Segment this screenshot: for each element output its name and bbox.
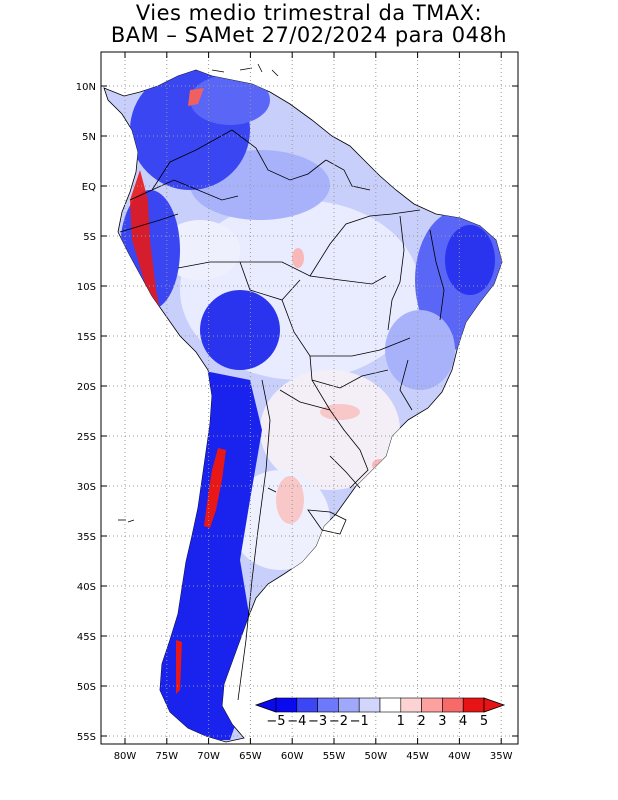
lat-label: 5N xyxy=(82,132,96,143)
map-title-line1: Vies medio trimestral da TMAX: xyxy=(135,1,483,25)
colorbar-label: −2 xyxy=(329,714,348,729)
map-title-line2: BAM – SAMet 27/02/2024 para 048h xyxy=(110,23,508,47)
graticule xyxy=(101,52,518,744)
colorbar-swatch xyxy=(275,697,298,713)
lon-label: 45W xyxy=(406,751,429,762)
lat-label: 20S xyxy=(77,382,96,393)
strong-blue-bolivia xyxy=(200,290,280,370)
country-borders xyxy=(119,129,445,701)
colorbar-label: 1 xyxy=(397,714,405,729)
latitude-axis: 10N 5N EQ 5S 10S 15S 20S 25S 30S 35S 40S 45S 50S 55S xyxy=(76,82,518,743)
lat-label: 25S xyxy=(77,432,96,443)
pink-bias-pampas xyxy=(276,476,304,524)
red-bias-andes-chile xyxy=(204,448,226,528)
lon-label: 40W xyxy=(448,751,471,762)
lat-label: 10S xyxy=(77,282,96,293)
colorbar-swatch xyxy=(379,697,402,713)
colorbar-swatch xyxy=(358,697,381,713)
colorbar-label: −5 xyxy=(266,714,285,729)
colorbar: −5 −4 −3 −2 −1 1 2 3 4 5 xyxy=(254,697,506,729)
lat-label: 30S xyxy=(77,482,96,493)
colorbar-swatch xyxy=(400,697,422,713)
pink-bias-paraguay xyxy=(320,404,360,420)
colorbar-swatch xyxy=(338,697,360,713)
red-bias-northern-andes xyxy=(188,88,204,106)
colorbar-label: 2 xyxy=(417,714,425,729)
longitude-axis: 80W 75W 70W 65W 60W 55W 50W 45W 40W 35W xyxy=(114,52,513,762)
lon-label: 55W xyxy=(323,751,346,762)
colorbar-swatch xyxy=(296,697,318,713)
lat-label: 35S xyxy=(77,532,96,543)
lat-label: 50S xyxy=(77,682,96,693)
red-bias-patagonia xyxy=(176,640,182,694)
lon-label: 35W xyxy=(490,751,513,762)
colorbar-label: 4 xyxy=(459,714,467,729)
strong-blue-andes-chile-patagonia xyxy=(160,370,262,740)
colorbar-label: 5 xyxy=(480,714,488,729)
lat-label: EQ xyxy=(82,182,96,193)
colorbar-label: −1 xyxy=(350,714,369,729)
lon-label: 80W xyxy=(114,751,137,762)
lat-label: 5S xyxy=(83,232,96,243)
colorbar-label: 3 xyxy=(438,714,446,729)
red-bias-andes-peru xyxy=(130,170,162,322)
pale-bias-argentina xyxy=(230,470,330,570)
colorbar-swatch xyxy=(462,697,485,713)
colorbar-swatch xyxy=(317,697,339,713)
lat-label: 15S xyxy=(77,332,96,343)
lon-label: 65W xyxy=(239,751,262,762)
colorbar-swatch xyxy=(421,697,443,713)
lat-label: 55S xyxy=(77,732,96,743)
colorbar-swatch xyxy=(442,697,464,713)
lon-label: 50W xyxy=(364,751,387,762)
lon-label: 75W xyxy=(155,751,178,762)
lat-label: 10N xyxy=(76,82,96,93)
lat-label: 45S xyxy=(77,632,96,643)
pale-bias-south-brazil xyxy=(260,370,400,490)
lon-label: 60W xyxy=(281,751,304,762)
lat-label: 40S xyxy=(77,582,96,593)
colorbar-label: −3 xyxy=(308,714,327,729)
lon-label: 70W xyxy=(197,751,220,762)
colorbar-label: −4 xyxy=(287,714,306,729)
pale-bias-west-amazon xyxy=(160,220,240,280)
strong-blue-northeast xyxy=(445,225,495,295)
pink-bias-amazon xyxy=(292,248,304,268)
colorbar-right-arrow xyxy=(483,697,506,713)
map-frame xyxy=(100,51,519,745)
light-blue-east-brazil xyxy=(385,310,455,390)
